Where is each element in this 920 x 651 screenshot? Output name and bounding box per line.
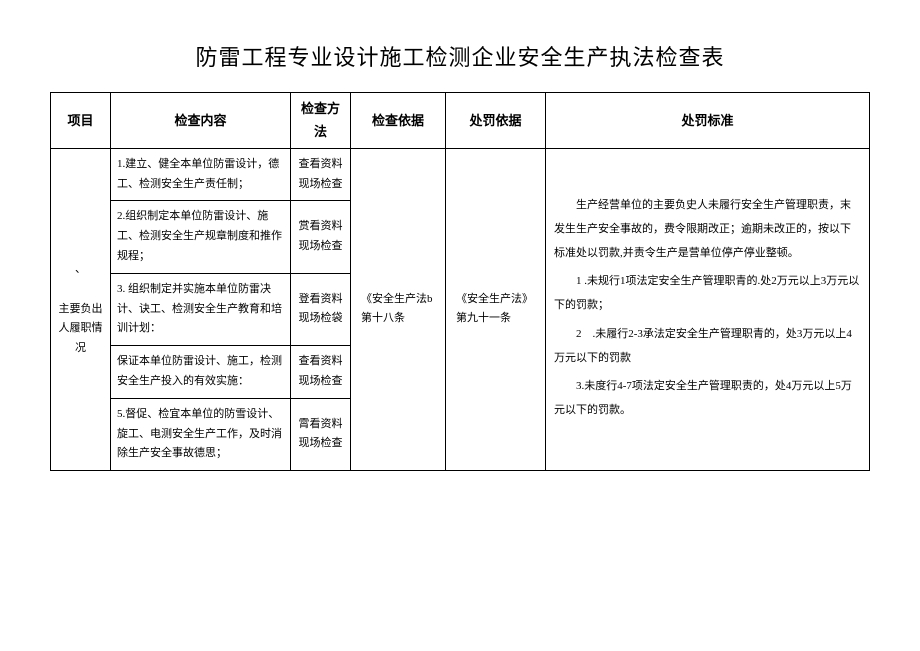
inspection-table: 项目 检查内容 检查方法 检查依据 处罚依据 处罚标准 、 主要负出人履职情况 … xyxy=(50,92,870,471)
penalty-basis-cell: 《安全生产法》第九十一条 xyxy=(446,148,546,470)
header-method: 检查方法 xyxy=(291,93,351,149)
penalty-line: 1 .未规行1项法定安全生产管理职青的.处2万元以上3万元以下的罚款； xyxy=(554,269,861,317)
header-content: 检查内容 xyxy=(111,93,291,149)
item-prefix: 、 xyxy=(57,260,104,280)
content-cell: 2.组织制定本单位防雷设计、施工、检测安全生产规章制度和推作规程； xyxy=(111,201,291,273)
header-penalty-basis: 处罚依据 xyxy=(446,93,546,149)
penalty-line: 3.未度行4-7项法定安全生产管理职责的，处4万元以上5万元以下的罚款。 xyxy=(554,374,861,422)
method-cell: 登看资料 现场检袋 xyxy=(291,273,351,345)
method-cell: 赏看资料 现场检查 xyxy=(291,201,351,273)
basis-cell: 《安全生产法b第十八条 xyxy=(351,148,446,470)
header-penalty-std: 处罚标准 xyxy=(546,93,870,149)
method-cell: 查看资料 现场检查 xyxy=(291,346,351,399)
content-cell: 5.督促、检宜本单位的防雪设计、旋工、电测安全生产工作，及时消除生产安全事故德思… xyxy=(111,398,291,470)
table-header-row: 项目 检查内容 检查方法 检查依据 处罚依据 处罚标准 xyxy=(51,93,870,149)
table-row: 、 主要负出人履职情况 1.建立、健全本单位防雷设计，德工、检测安全生产责任制；… xyxy=(51,148,870,201)
method-cell: 查看资料 现场检查 xyxy=(291,148,351,201)
header-basis: 检查依据 xyxy=(351,93,446,149)
penalty-line: 生产经营单位的主要负史人未履行安全生产管理职责，末发生生产安全事故的，费令限期改… xyxy=(554,193,861,266)
content-cell: 3. 组织制定并实施本单位防雷决计、诀工、检测安全生产教育和培训计划： xyxy=(111,273,291,345)
item-label: 主要负出人履职情况 xyxy=(57,300,104,359)
content-cell: 1.建立、健全本单位防雷设计，德工、检测安全生产责任制； xyxy=(111,148,291,201)
document-title: 防雷工程专业设计施工检测企业安全生产执法检查表 xyxy=(50,40,870,72)
penalty-std-cell: 生产经营单位的主要负史人未履行安全生产管理职责，末发生生产安全事故的，费令限期改… xyxy=(546,148,870,470)
penalty-line: 2 .未履行2-3承法定安全生产管理职青的，处3万元以上4万元以下的罚款 xyxy=(554,322,861,370)
content-cell: 保证本单位防雷设计、施工，检测安全生产投入的有效实施： xyxy=(111,346,291,399)
header-item: 项目 xyxy=(51,93,111,149)
item-cell: 、 主要负出人履职情况 xyxy=(51,148,111,470)
method-cell: 霄看资料 现场检查 xyxy=(291,398,351,470)
